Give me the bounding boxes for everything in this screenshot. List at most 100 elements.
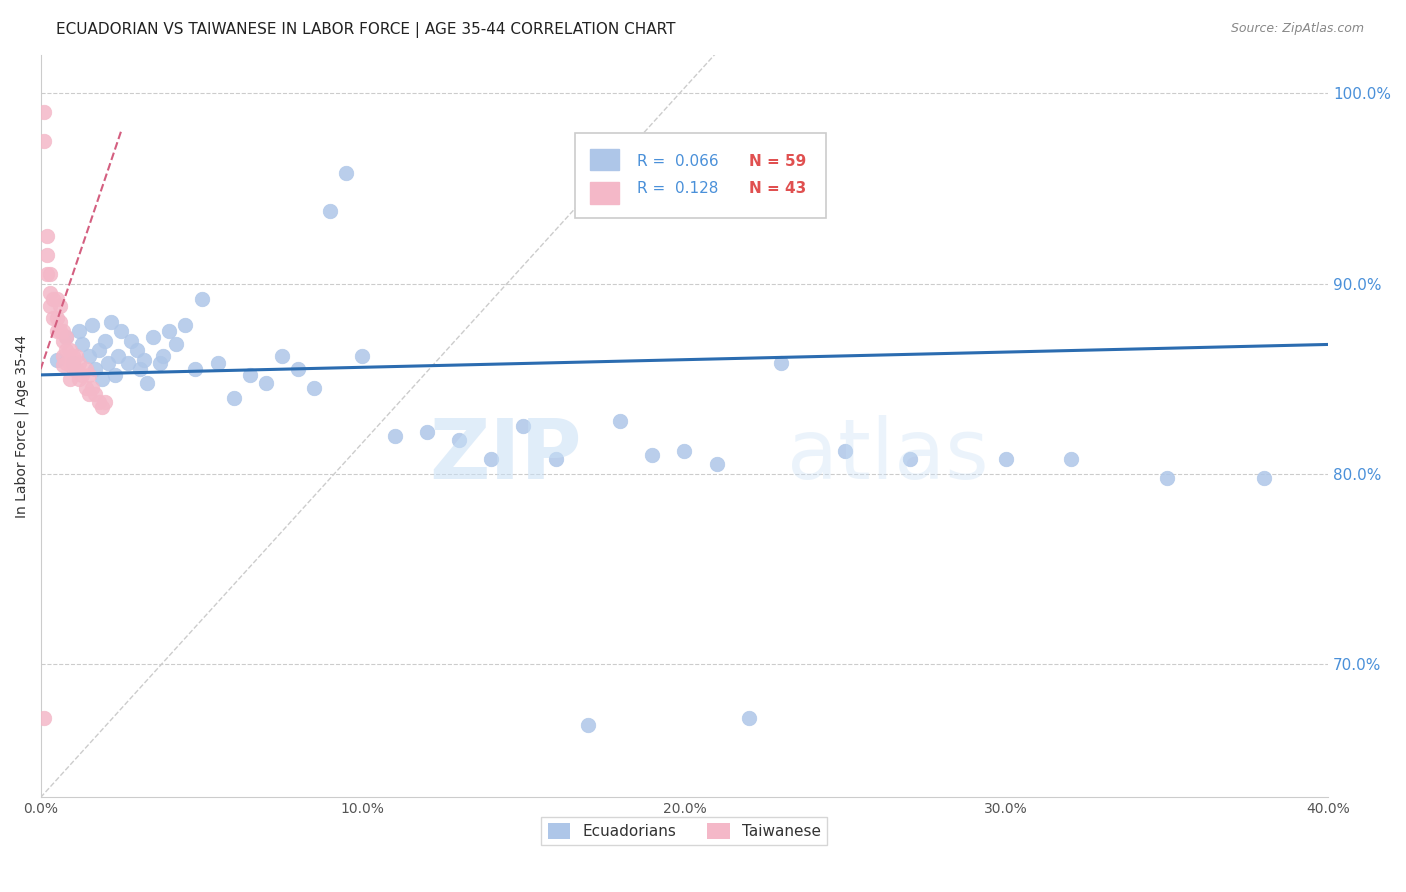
Point (222, 391, 245, 405)
Point (77, 368, 100, 382)
Point (45, 292, 67, 306)
Point (32, 134, 55, 148)
Point (769, 356, 792, 370)
Text: R =  0.066: R = 0.066 (637, 153, 718, 169)
Point (75, 362, 97, 376)
Text: atlas: atlas (787, 416, 990, 497)
Point (152, 349, 174, 363)
Point (120, 334, 142, 348)
FancyBboxPatch shape (575, 133, 825, 219)
Point (142, 330, 165, 344)
Point (35, 267, 58, 281)
Text: N = 43: N = 43 (749, 181, 806, 196)
Point (49, 324, 72, 338)
Point (35, 248, 58, 262)
Point (157, 324, 180, 338)
Point (706, 458, 728, 472)
Point (58, 343, 80, 358)
Point (995, 451, 1018, 466)
Point (84, 387, 107, 401)
Point (641, 448, 664, 462)
Text: ECUADORIAN VS TAIWANESE IN LABOR FORCE | AGE 35-44 CORRELATION CHART: ECUADORIAN VS TAIWANESE IN LABOR FORCE |… (56, 22, 676, 38)
Point (55, 330, 77, 344)
Y-axis label: In Labor Force | Age 35-44: In Labor Force | Age 35-44 (15, 334, 30, 518)
Point (271, 349, 294, 363)
Legend: Ecuadorians, Taiwanese: Ecuadorians, Taiwanese (541, 817, 827, 846)
Point (45, 352, 67, 367)
Point (62, 356, 84, 370)
Point (52, 334, 75, 348)
Point (77, 349, 100, 363)
Point (72, 337, 94, 351)
Point (97, 356, 120, 370)
Point (77, 387, 100, 401)
Point (84, 362, 107, 376)
Point (72, 368, 94, 382)
Point (352, 349, 374, 363)
FancyBboxPatch shape (591, 149, 619, 170)
Point (302, 381, 325, 395)
Point (87, 394, 110, 409)
Point (52, 359, 75, 373)
Point (62, 362, 84, 376)
Point (447, 433, 470, 447)
Point (55, 356, 77, 370)
Point (174, 318, 197, 333)
Point (117, 356, 139, 370)
Point (898, 451, 921, 466)
Point (207, 356, 229, 370)
Point (67, 356, 90, 370)
FancyBboxPatch shape (591, 183, 619, 203)
Text: ZIP: ZIP (429, 416, 581, 497)
Point (42, 310, 65, 325)
Point (544, 451, 567, 466)
Point (107, 349, 129, 363)
Point (39, 267, 62, 281)
Point (32, 105, 55, 120)
Point (65, 349, 87, 363)
Point (184, 362, 207, 376)
Point (52, 349, 75, 363)
Point (416, 425, 439, 439)
Point (82, 318, 104, 333)
Text: N = 59: N = 59 (749, 153, 806, 169)
Point (110, 324, 132, 338)
Point (1253, 471, 1275, 485)
Text: R =  0.128: R = 0.128 (637, 181, 718, 196)
Point (135, 376, 157, 390)
Point (52, 324, 75, 338)
Point (58, 356, 80, 370)
Point (165, 337, 187, 351)
Point (512, 419, 534, 434)
Point (319, 204, 342, 219)
Point (45, 324, 67, 338)
Point (287, 362, 309, 376)
Point (39, 286, 62, 301)
Point (90, 372, 112, 386)
Point (738, 710, 761, 724)
Point (62, 349, 84, 363)
Point (609, 414, 631, 428)
Point (1059, 451, 1081, 466)
Point (129, 362, 152, 376)
Point (67, 372, 90, 386)
Point (65, 362, 87, 376)
Point (335, 166, 357, 180)
Point (127, 343, 149, 358)
Point (104, 368, 127, 382)
Point (82, 381, 104, 395)
Point (35, 229, 58, 244)
Point (42, 292, 65, 306)
Point (673, 444, 696, 458)
Point (39, 299, 62, 313)
Point (1156, 471, 1178, 485)
Point (58, 372, 80, 386)
Point (87, 343, 110, 358)
Point (479, 451, 502, 466)
Point (576, 718, 599, 732)
Point (149, 356, 172, 370)
Point (239, 368, 262, 382)
Point (32, 710, 55, 724)
Point (384, 429, 406, 443)
Point (49, 315, 72, 329)
